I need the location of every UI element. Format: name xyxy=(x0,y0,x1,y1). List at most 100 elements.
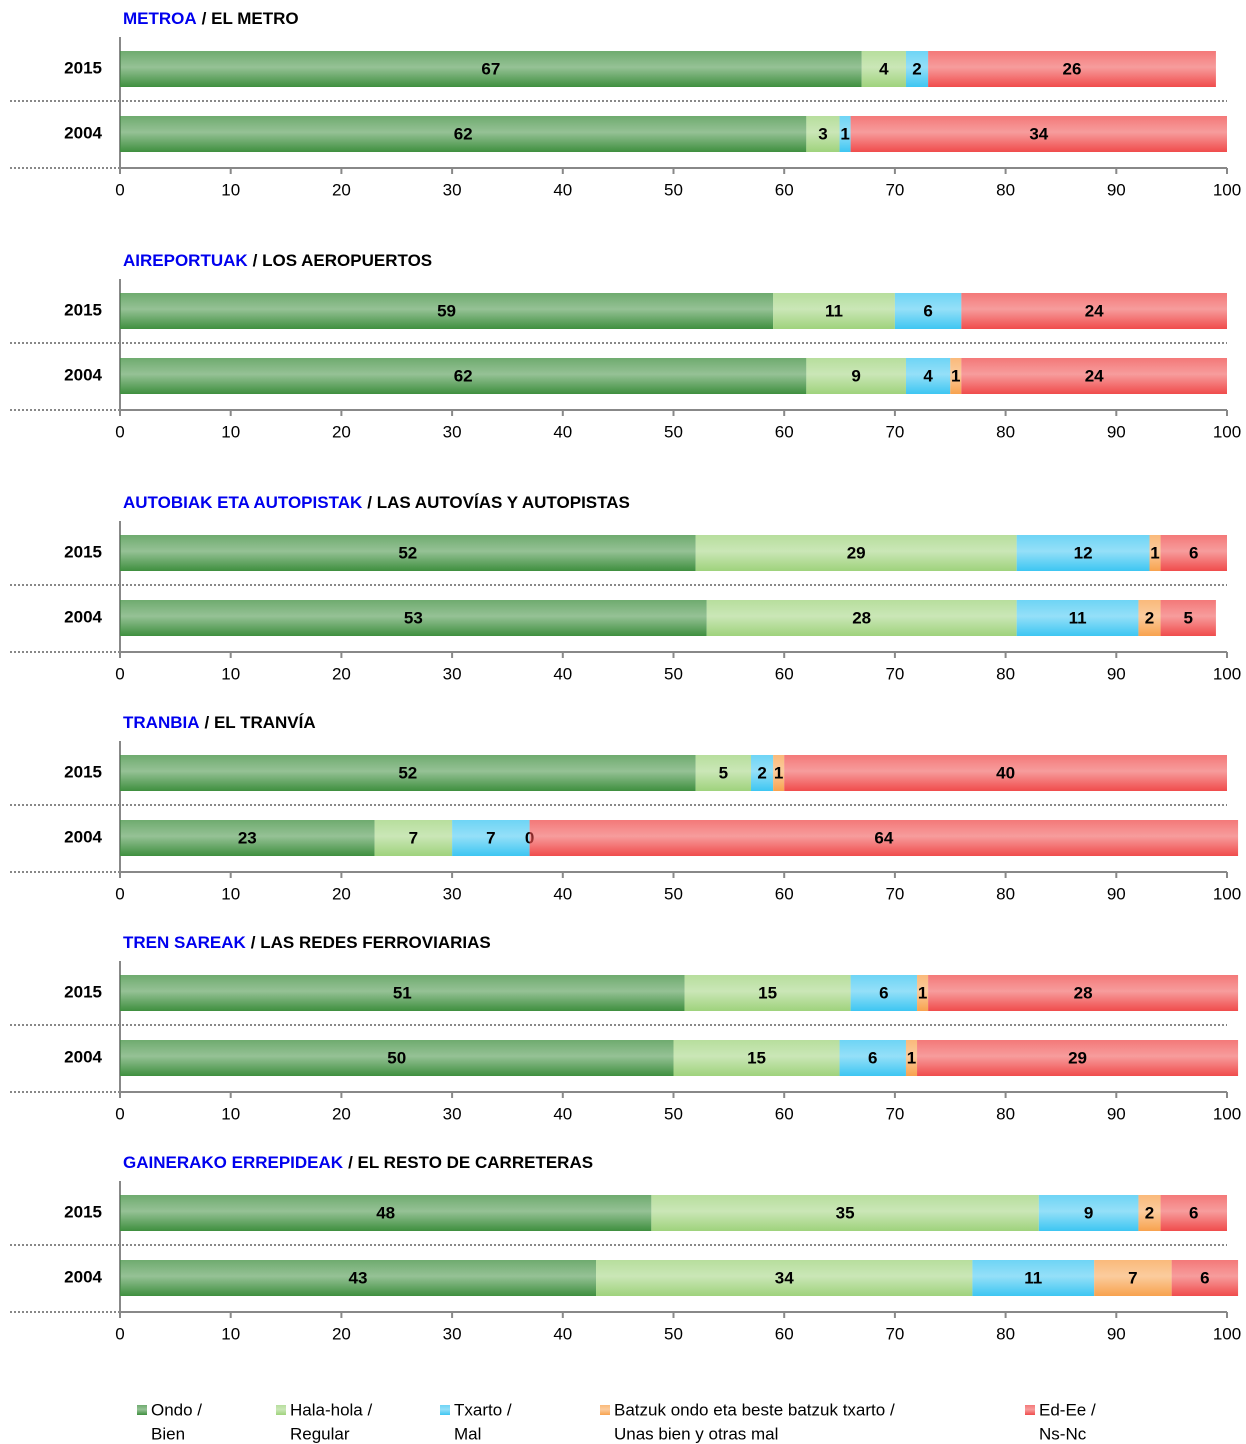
x-tick-label: 80 xyxy=(996,422,1015,441)
bar-segment xyxy=(917,975,929,1011)
data-label: 3 xyxy=(818,124,827,143)
bar-segment xyxy=(950,358,962,394)
x-tick-label: 40 xyxy=(553,1324,572,1343)
bar-segment xyxy=(961,358,1227,394)
data-label: 50 xyxy=(387,1048,406,1067)
bar-segment xyxy=(839,116,851,152)
x-tick-label: 50 xyxy=(664,422,683,441)
x-tick-label: 100 xyxy=(1213,1324,1241,1343)
x-tick-label: 70 xyxy=(885,884,904,903)
data-label: 29 xyxy=(847,543,866,562)
legend-label: Regular xyxy=(290,1424,350,1443)
bar-segment xyxy=(894,293,962,329)
data-label: 1 xyxy=(907,1048,916,1067)
data-label: 24 xyxy=(1085,366,1104,385)
chart-title: AIREPORTUAK / LOS AEROPUERTOS xyxy=(123,251,432,270)
data-label: 34 xyxy=(1029,124,1048,143)
data-label: 11 xyxy=(825,301,843,320)
y-tick-label: 2004 xyxy=(64,607,102,626)
y-tick-label: 2004 xyxy=(64,123,102,142)
x-tick-label: 0 xyxy=(115,884,124,903)
data-label: 23 xyxy=(238,828,257,847)
bar-segment xyxy=(1016,600,1139,636)
title-es: / LOS AEROPUERTOS xyxy=(253,251,432,270)
x-tick-label: 30 xyxy=(443,422,462,441)
x-tick-label: 10 xyxy=(221,422,240,441)
y-tick-label: 2015 xyxy=(64,982,102,1001)
data-label: 64 xyxy=(874,828,893,847)
bar-segment xyxy=(120,820,375,856)
data-label: 43 xyxy=(349,1268,368,1287)
x-tick-label: 20 xyxy=(332,664,351,683)
x-tick-label: 50 xyxy=(664,180,683,199)
x-tick-label: 80 xyxy=(996,180,1015,199)
data-label: 51 xyxy=(393,983,412,1002)
x-tick-label: 90 xyxy=(1107,884,1126,903)
legend-swatch xyxy=(600,1405,610,1415)
bar-segment xyxy=(961,293,1227,329)
x-tick-label: 80 xyxy=(996,884,1015,903)
x-tick-label: 90 xyxy=(1107,422,1126,441)
x-tick-label: 70 xyxy=(885,422,904,441)
x-tick-label: 20 xyxy=(332,1104,351,1123)
data-label: 26 xyxy=(1063,59,1082,78)
x-tick-label: 10 xyxy=(221,180,240,199)
y-tick-label: 2015 xyxy=(64,58,102,77)
bar-segment xyxy=(905,1040,918,1076)
x-tick-label: 50 xyxy=(664,884,683,903)
x-tick-label: 0 xyxy=(115,422,124,441)
x-tick-label: 60 xyxy=(775,664,794,683)
data-label: 28 xyxy=(852,608,871,627)
bar-segment xyxy=(120,51,862,87)
x-tick-label: 60 xyxy=(775,422,794,441)
x-tick-label: 40 xyxy=(553,664,572,683)
x-tick-label: 40 xyxy=(553,884,572,903)
data-label: 9 xyxy=(851,366,860,385)
bar-segment xyxy=(120,1260,597,1296)
data-label: 59 xyxy=(437,301,456,320)
bar-segment xyxy=(120,975,685,1011)
y-tick-label: 2004 xyxy=(64,1047,102,1066)
data-label: 7 xyxy=(486,828,495,847)
bar-segment xyxy=(1171,1260,1239,1296)
data-label: 7 xyxy=(409,828,418,847)
x-tick-label: 10 xyxy=(221,664,240,683)
bar-segment xyxy=(529,820,1239,856)
title-eu: TRANBIA xyxy=(123,713,200,732)
y-tick-label: 2004 xyxy=(64,827,102,846)
title-es: / LAS REDES FERROVIARIAS xyxy=(251,933,491,952)
x-tick-label: 30 xyxy=(443,1104,462,1123)
bar-segment xyxy=(120,755,696,791)
x-tick-label: 70 xyxy=(885,180,904,199)
data-label: 4 xyxy=(923,366,933,385)
data-label: 2 xyxy=(1145,1203,1154,1222)
x-tick-label: 50 xyxy=(664,1104,683,1123)
chart-title: METROA / EL METRO xyxy=(123,9,299,28)
data-label: 11 xyxy=(1024,1268,1042,1287)
data-label: 62 xyxy=(454,366,473,385)
data-label: 48 xyxy=(376,1203,395,1222)
bar-segment xyxy=(806,358,906,394)
x-tick-label: 50 xyxy=(664,1324,683,1343)
bar-segment xyxy=(120,600,707,636)
legend-label: Ns-Nc xyxy=(1039,1424,1087,1443)
bar-segment xyxy=(120,1040,674,1076)
bar-segment xyxy=(928,975,1239,1011)
title-es: / LAS AUTOVÍAS Y AUTOPISTAS xyxy=(367,493,630,512)
data-label: 35 xyxy=(836,1203,855,1222)
x-tick-label: 100 xyxy=(1213,422,1241,441)
bar-segment xyxy=(452,820,530,856)
title-eu: GAINERAKO ERREPIDEAK xyxy=(123,1153,344,1172)
x-tick-label: 60 xyxy=(775,884,794,903)
bar-segment xyxy=(374,820,453,856)
x-tick-label: 100 xyxy=(1213,180,1241,199)
bar-segment xyxy=(673,1040,840,1076)
x-tick-label: 10 xyxy=(221,1104,240,1123)
data-label: 15 xyxy=(747,1048,766,1067)
x-tick-label: 0 xyxy=(115,664,124,683)
x-tick-label: 70 xyxy=(885,664,904,683)
data-label: 1 xyxy=(840,124,849,143)
legend-label: Hala-hola / xyxy=(290,1400,372,1419)
legend-label: Unas bien y otras mal xyxy=(614,1424,778,1443)
y-tick-label: 2015 xyxy=(64,300,102,319)
